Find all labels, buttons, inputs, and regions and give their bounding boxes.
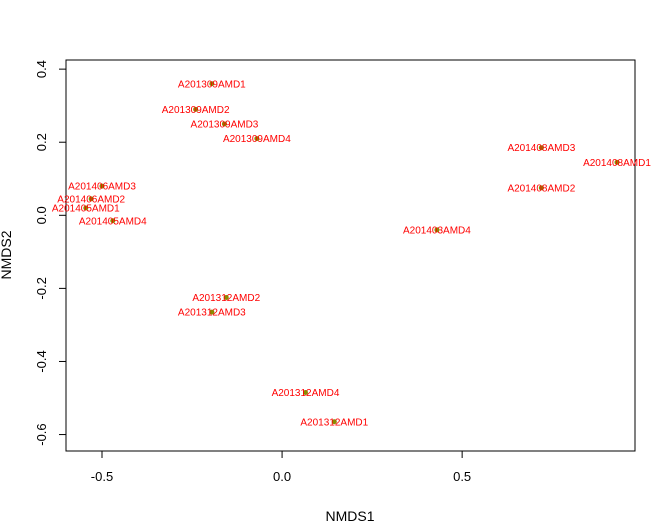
point-label: A201309AMD1 — [178, 79, 246, 90]
y-tick-label: 0.0 — [34, 206, 49, 224]
data-point — [434, 227, 440, 233]
point-label: A201312AMD4 — [272, 388, 340, 399]
data-point — [302, 390, 308, 396]
point-label: A201309AMD3 — [191, 119, 259, 130]
plot-frame — [65, 59, 636, 452]
data-point — [209, 309, 215, 315]
y-tick-label: -0.6 — [34, 423, 49, 445]
y-tick-label: -0.2 — [34, 277, 49, 299]
data-point — [83, 205, 89, 211]
x-axis: -0.5 0.0 0.5 — [91, 450, 471, 484]
x-tick-label: 0.5 — [453, 469, 471, 484]
point-label: A201408AMD3 — [507, 143, 575, 154]
point-label: A201408AMD1 — [583, 158, 651, 169]
data-point — [331, 419, 337, 425]
x-tick-label: -0.5 — [91, 469, 113, 484]
point-label: A201408AMD2 — [507, 183, 575, 194]
data-point — [193, 106, 199, 112]
x-tick-label: 0.0 — [273, 469, 291, 484]
y-tick-label: 0.4 — [34, 60, 49, 78]
data-point — [99, 183, 105, 189]
point-label: A201403AMD4 — [403, 225, 471, 236]
point-label: A201406AMD3 — [68, 182, 136, 193]
data-point — [254, 136, 260, 142]
y-axis: -0.6 -0.4 -0.2 0.0 0.2 0.4 — [34, 60, 67, 446]
point-label: A201309AMD4 — [223, 134, 291, 145]
points-layer — [83, 81, 620, 425]
point-label: A201405AMD4 — [79, 216, 147, 227]
y-tick-label: 0.2 — [34, 133, 49, 151]
data-point — [223, 295, 229, 301]
data-point — [538, 145, 544, 151]
data-point — [110, 218, 116, 224]
data-point — [614, 159, 620, 165]
point-label: A201312AMD2 — [192, 293, 260, 304]
data-point — [209, 81, 215, 87]
data-point — [88, 196, 94, 202]
point-label: A201405AMD1 — [52, 203, 120, 214]
data-point — [221, 121, 227, 127]
y-axis-label: NMDS2 — [0, 230, 14, 279]
point-label: A201309AMD2 — [162, 105, 230, 116]
point-label: A201406AMD2 — [57, 194, 125, 205]
point-label: A201312AMD1 — [300, 417, 368, 428]
data-point — [538, 185, 544, 191]
point-label: A201312AMD3 — [178, 308, 246, 319]
y-tick-label: -0.4 — [34, 350, 49, 372]
x-axis-label: NMDS1 — [325, 508, 374, 524]
labels-layer: A201309AMD1 A201309AMD2 A201309AMD3 A201309… — [52, 79, 651, 428]
